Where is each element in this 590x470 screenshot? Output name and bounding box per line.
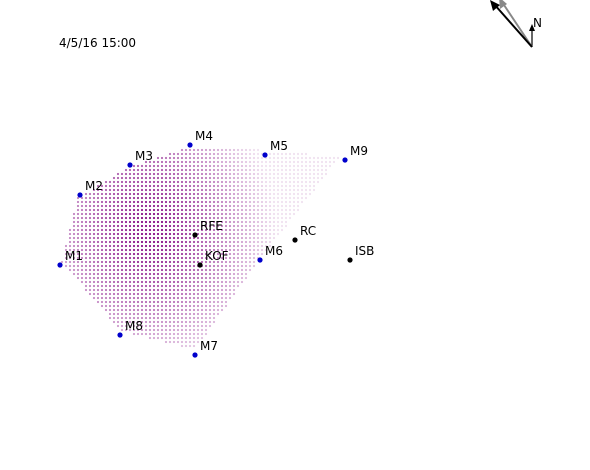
- station-label: RFE: [200, 219, 223, 233]
- station-marker: [257, 257, 263, 263]
- compass: N: [490, 0, 542, 48]
- station-label: KOF: [205, 249, 229, 263]
- station-label: M5: [270, 139, 288, 153]
- station-m7: M7: [192, 339, 218, 358]
- station-marker: [187, 142, 193, 148]
- station-rc: RC: [292, 224, 316, 243]
- station-layer: M1 M2 M3 M4 M5 M9 M6 M7 M8 RFE KOF RC ISB: [57, 129, 374, 358]
- station-m8: M8: [117, 319, 143, 338]
- station-m6: M6: [257, 244, 283, 263]
- station-marker: [292, 237, 298, 243]
- station-label: M9: [350, 144, 368, 158]
- station-marker: [192, 232, 198, 238]
- station-label: M8: [125, 319, 143, 333]
- station-label: M4: [195, 129, 213, 143]
- timestamp-label: 4/5/16 15:00: [59, 36, 136, 50]
- station-marker: [117, 332, 123, 338]
- station-marker: [127, 162, 133, 168]
- station-m1: M1: [57, 249, 83, 268]
- station-label: M7: [200, 339, 218, 353]
- station-marker: [347, 257, 353, 263]
- station-label: M3: [135, 149, 153, 163]
- station-m3: M3: [127, 149, 153, 168]
- station-kof: KOF: [197, 249, 229, 268]
- station-m5: M5: [262, 139, 288, 158]
- station-label: M1: [65, 249, 83, 263]
- station-m2: M2: [77, 179, 103, 198]
- north-label: N: [533, 16, 542, 30]
- station-label: M2: [85, 179, 103, 193]
- station-m9: M9: [342, 144, 368, 163]
- station-marker: [57, 262, 63, 268]
- station-marker: [77, 192, 83, 198]
- station-m4: M4: [187, 129, 213, 148]
- station-marker: [192, 352, 198, 358]
- station-marker: [262, 152, 268, 158]
- station-label: ISB: [355, 244, 374, 258]
- station-marker: [342, 157, 348, 163]
- station-label: RC: [300, 224, 316, 238]
- concentration-field: [60, 148, 340, 348]
- station-rfe: RFE: [192, 219, 223, 238]
- station-label: M6: [265, 244, 283, 258]
- station-marker: [197, 262, 203, 268]
- station-isb: ISB: [347, 244, 374, 263]
